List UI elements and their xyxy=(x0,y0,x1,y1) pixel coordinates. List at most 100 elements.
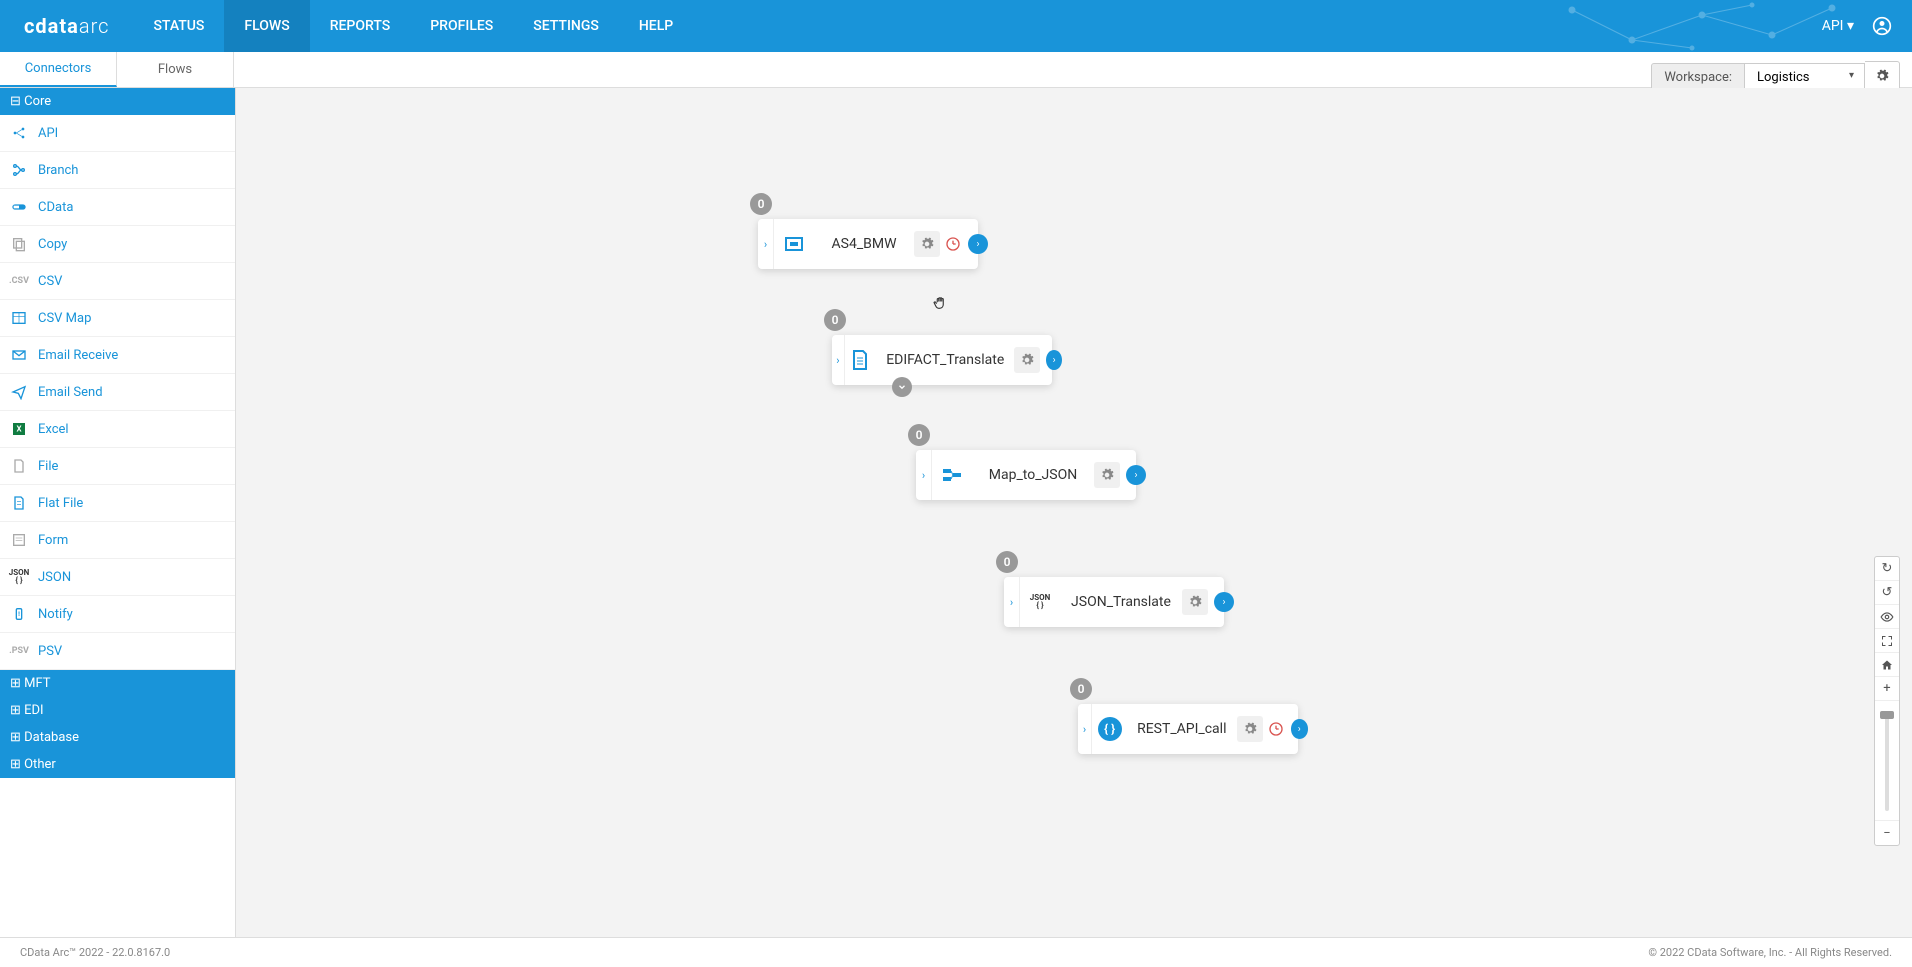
connector-item-branch[interactable]: Branch xyxy=(0,152,235,189)
connector-item-csv[interactable]: .CSVCSV xyxy=(0,263,235,300)
nav-item-reports[interactable]: REPORTS xyxy=(310,0,411,52)
user-icon[interactable] xyxy=(1872,16,1892,36)
node-input-port[interactable]: › xyxy=(758,219,774,269)
node-badge: 0 xyxy=(908,424,930,446)
zoom-slider[interactable] xyxy=(1875,701,1899,821)
connector-item-csv-map[interactable]: CSV Map xyxy=(0,300,235,337)
node-input-port[interactable]: › xyxy=(832,335,845,385)
category-header-other[interactable]: ⊞ Other xyxy=(0,751,235,778)
gear-icon xyxy=(1100,468,1114,482)
node-settings-button[interactable] xyxy=(1182,589,1208,615)
home-button[interactable] xyxy=(1875,653,1899,677)
connector-item-api[interactable]: API xyxy=(0,115,235,152)
connector-item-psv[interactable]: .PSVPSV xyxy=(0,633,235,670)
brand-logo: cdata arc xyxy=(0,14,133,38)
node-output-port[interactable]: › xyxy=(1291,719,1308,739)
nav-item-settings[interactable]: SETTINGS xyxy=(513,0,619,52)
flow-node-edifact_translate[interactable]: 0›EDIFACT_Translate› xyxy=(832,335,1052,385)
json-icon: JSON{ } xyxy=(10,568,28,586)
connector-item-email-receive[interactable]: Email Receive xyxy=(0,337,235,374)
connector-item-flat-file[interactable]: Flat File xyxy=(0,485,235,522)
connector-item-email-send[interactable]: Email Send xyxy=(0,374,235,411)
node-input-port[interactable]: › xyxy=(1004,577,1020,627)
connector-item-file[interactable]: File xyxy=(0,448,235,485)
flow-node-as4_bmw[interactable]: 0›AS4_BMW› xyxy=(758,219,978,269)
node-type-icon xyxy=(932,463,972,487)
node-actions xyxy=(1237,716,1291,742)
refresh-button[interactable]: ↻ xyxy=(1875,557,1899,581)
connector-label: Excel xyxy=(38,422,69,437)
node-input-port[interactable]: › xyxy=(1078,704,1092,754)
connector-label: API xyxy=(38,126,58,141)
node-output-port[interactable]: › xyxy=(1126,465,1146,485)
connector-item-json[interactable]: JSON{ } JSON xyxy=(0,559,235,596)
node-label: JSON_Translate xyxy=(1060,594,1182,610)
node-settings-button[interactable] xyxy=(1094,462,1120,488)
connector-item-copy[interactable]: Copy xyxy=(0,226,235,263)
node-actions xyxy=(1094,462,1126,488)
gear-icon xyxy=(1243,722,1257,736)
view-button[interactable] xyxy=(1875,605,1899,629)
tab-connectors[interactable]: Connectors xyxy=(0,52,117,87)
svg-text:!: ! xyxy=(18,610,20,618)
connector-label: Copy xyxy=(38,237,67,252)
nav-item-status[interactable]: STATUS xyxy=(133,0,224,52)
zoom-in-button[interactable]: + xyxy=(1875,677,1899,701)
nav-item-profiles[interactable]: PROFILES xyxy=(410,0,513,52)
node-schedule-button[interactable] xyxy=(944,235,962,253)
category-header-database[interactable]: ⊞ Database xyxy=(0,724,235,751)
connector-item-cdata[interactable]: CData xyxy=(0,189,235,226)
node-settings-button[interactable] xyxy=(1237,716,1263,742)
footer-version: CData Arc™ 2022 - 22.0.8167.0 xyxy=(20,946,170,959)
flow-node-map_to_json[interactable]: 0›Map_to_JSON› xyxy=(916,450,1136,500)
connector-label: CSV xyxy=(38,274,62,289)
connector-item-notify[interactable]: !Notify xyxy=(0,596,235,633)
connector-label: Flat File xyxy=(38,496,83,511)
api-icon xyxy=(10,124,28,142)
category-header-mft[interactable]: ⊞ MFT xyxy=(0,670,235,697)
sidebar: ⊟ CoreAPIBranchCDataCopy.CSVCSVCSV MapEm… xyxy=(0,88,236,937)
decorative-network xyxy=(1552,0,1852,52)
node-schedule-button[interactable] xyxy=(1267,720,1285,738)
connector-item-excel[interactable]: X Excel xyxy=(0,411,235,448)
gear-icon xyxy=(920,237,934,251)
connector-label: PSV xyxy=(38,644,62,659)
sidebar-scroll[interactable]: ⊟ CoreAPIBranchCDataCopy.CSVCSVCSV MapEm… xyxy=(0,88,235,937)
node-actions xyxy=(1182,589,1214,615)
excel-icon: X xyxy=(10,420,28,438)
flow-canvas[interactable]: ↻ ↺ + − 0›AS4_BMW›0›EDIFACT_Translate›0›… xyxy=(236,88,1912,937)
clock-icon xyxy=(1268,721,1284,737)
connector-item-form[interactable]: Form xyxy=(0,522,235,559)
node-label: Map_to_JSON xyxy=(972,467,1094,483)
node-label: EDIFACT_Translate xyxy=(876,352,1014,368)
undo-button[interactable]: ↺ xyxy=(1875,581,1899,605)
nav-item-help[interactable]: HELP xyxy=(619,0,693,52)
flow-node-rest_api_call[interactable]: 0›{ }REST_API_call› xyxy=(1078,704,1298,754)
node-expand-button[interactable] xyxy=(892,377,912,397)
footer-copyright: © 2022 CData Software, Inc. - All Rights… xyxy=(1648,946,1892,959)
node-output-port[interactable]: › xyxy=(1046,350,1062,370)
category-header-edi[interactable]: ⊞ EDI xyxy=(0,697,235,724)
branch-icon xyxy=(10,161,28,179)
connector-label: CData xyxy=(38,200,73,215)
category-header-core[interactable]: ⊟ Core xyxy=(0,88,235,115)
tab-flows[interactable]: Flows xyxy=(117,52,234,87)
fullscreen-button[interactable] xyxy=(1875,629,1899,653)
form-icon xyxy=(10,531,28,549)
node-settings-button[interactable] xyxy=(1014,347,1040,373)
node-input-port[interactable]: › xyxy=(916,450,932,500)
copy-icon xyxy=(10,235,28,253)
connector-label: Email Send xyxy=(38,385,103,400)
node-type-icon: JSON{ } xyxy=(1020,594,1060,610)
node-label: REST_API_call xyxy=(1127,721,1236,737)
svg-text:X: X xyxy=(16,425,21,434)
connector-label: JSON xyxy=(38,570,71,585)
flat-file-icon xyxy=(10,494,28,512)
zoom-out-button[interactable]: − xyxy=(1875,821,1899,845)
node-output-port[interactable]: › xyxy=(1214,592,1234,612)
node-settings-button[interactable] xyxy=(914,231,940,257)
flow-node-json_translate[interactable]: 0›JSON{ }JSON_Translate› xyxy=(1004,577,1224,627)
nav-item-flows[interactable]: FLOWS xyxy=(224,0,309,52)
footer: CData Arc™ 2022 - 22.0.8167.0 © 2022 CDa… xyxy=(0,937,1912,967)
node-output-port[interactable]: › xyxy=(968,234,988,254)
